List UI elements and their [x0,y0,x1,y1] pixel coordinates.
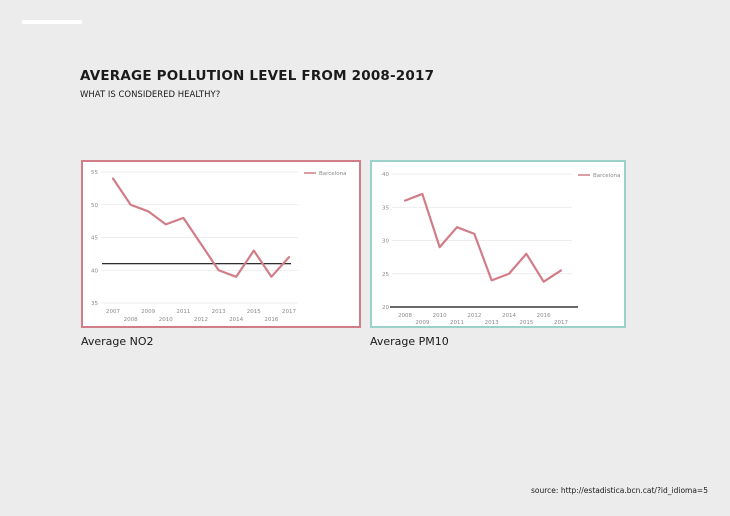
caption-no2: Average NO2 [81,335,154,348]
no2-x-tick-label: 2017 [282,309,296,315]
pm10-y-tick-label: 40 [382,172,389,178]
pm10-y-tick-label: 25 [382,272,389,278]
pm10-y-tick-label: 30 [382,239,389,245]
top-accent-bar [22,20,82,24]
no2-x-tick-label: 2010 [159,317,173,323]
pm10-x-tick-label: 2013 [485,320,499,326]
no2-x-tick-label: 2013 [212,309,226,315]
page-subtitle: WHAT IS CONSIDERED HEALTHY? [80,90,221,100]
no2-x-tick-label: 2011 [176,309,190,315]
pm10-series-line [403,192,563,283]
chart-panel-pm10: 20 25 30 35 40 2008 2009 2010 2011 2012 2013 2014 20… [370,160,626,328]
pm10-x-tick-label: 2010 [433,313,447,319]
no2-chart: 3540455055200720082009201020112012201320… [91,170,346,323]
pm10-chart: 2025303540200820092010201120122013201420… [382,172,620,326]
no2-series-line [111,177,291,278]
no2-x-tick-label: 2008 [124,317,138,323]
no2-y-tick-label: 40 [91,268,98,274]
no2-y-tick-label: 50 [91,203,98,209]
caption-pm10: Average PM10 [370,335,449,348]
no2-legend-label: Barcelona [319,171,346,177]
pm10-x-tick-label: 2012 [467,313,481,319]
pm10-x-tick-label: 2009 [415,320,429,326]
no2-x-tick-label: 2007 [106,309,120,315]
no2-x-tick-label: 2009 [141,309,155,315]
no2-x-tick-label: 2015 [247,309,261,315]
no2-x-tick-label: 2012 [194,317,208,323]
pm10-x-tick-label: 2008 [398,313,412,319]
pm10-x-tick-label: 2014 [502,313,516,319]
pm10-x-tick-label: 2016 [537,313,551,319]
pm10-x-tick-label: 2017 [554,320,568,326]
no2-x-tick-label: 2016 [264,317,278,323]
no2-y-tick-label: 35 [91,301,98,307]
page-title: AVERAGE POLLUTION LEVEL FROM 2008-2017 [80,68,435,84]
pm10-legend-label: Barcelona [593,173,620,179]
pm10-y-tick-label: 35 [382,205,389,211]
pm10-y-tick-label: 20 [382,305,389,311]
no2-y-tick-label: 45 [91,236,98,242]
pm10-x-tick-label: 2015 [519,320,533,326]
pm10-x-tick-label: 2011 [450,320,464,326]
no2-y-tick-label: 55 [91,170,98,176]
no2-x-tick-label: 2014 [229,317,243,323]
chart-panel-no2: 35 40 45 50 55 2007 2008 2009 2010 2011 2012 2013 20… [81,160,361,328]
source-note: source: http://estadistica.bcn.cat/?id_i… [531,486,708,495]
